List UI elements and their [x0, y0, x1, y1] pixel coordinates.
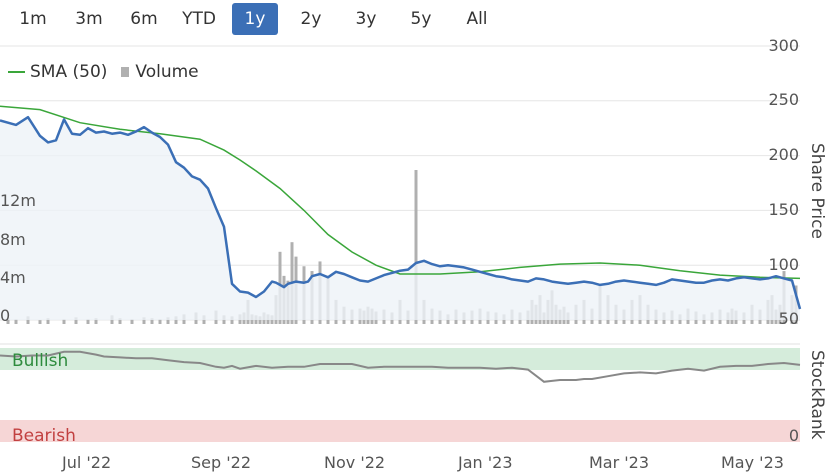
volume-legend-swatch — [121, 67, 130, 77]
chart-legend: SMA (50) Volume — [8, 62, 199, 82]
volume-bar — [38, 320, 42, 324]
x-tick-jul-22: Jul '22 — [62, 453, 112, 472]
stockrank-tick-0: 0 — [788, 426, 799, 445]
bullish-band — [0, 348, 800, 370]
volume-bar — [174, 316, 178, 324]
volume-bar — [414, 170, 418, 324]
range-button-1m[interactable]: 1m — [19, 9, 47, 29]
x-tick-nov-22: Nov '22 — [324, 453, 386, 472]
sma-legend-swatch — [8, 71, 25, 73]
stockrank-bands — [0, 343, 800, 442]
x-tick-sep-22: Sep '22 — [191, 453, 251, 472]
volume-bar — [118, 318, 122, 324]
price-tick-250: 250 — [768, 90, 799, 109]
range-button-3y[interactable]: 3y — [355, 9, 377, 29]
x-tick-may-23: May '23 — [721, 453, 784, 472]
series-lines — [0, 105, 802, 383]
sma-line — [0, 105, 801, 280]
volume-tick-12m: 12m — [0, 191, 36, 210]
volume-bar — [46, 318, 50, 324]
bearish-band — [0, 420, 800, 442]
range-button-5y[interactable]: 5y — [410, 9, 432, 29]
volume-bar — [166, 317, 170, 324]
stockrank-axis-title: StockRank — [807, 350, 827, 440]
volume-tick-0: 0 — [0, 306, 11, 325]
volume-bar — [130, 319, 134, 324]
range-button-1y[interactable]: 1y — [232, 3, 278, 35]
price-tick-50: 50 — [778, 309, 799, 328]
share-price-axis-title: Share Price — [807, 143, 827, 239]
range-button-3m[interactable]: 3m — [75, 9, 103, 29]
volume-bar — [86, 319, 90, 324]
x-tick-jan-23: Jan '23 — [458, 453, 513, 472]
price-tick-300: 300 — [768, 36, 799, 55]
date-range-selector: 1m 3m 6m YTD 1y 2y 3y 5y All — [0, 0, 833, 38]
price-tick-200: 200 — [768, 145, 799, 164]
volume-bar — [142, 317, 146, 324]
volume-bar — [74, 317, 78, 324]
volume-bar — [14, 319, 18, 324]
volume-bar — [6, 318, 10, 324]
stockrank-line — [0, 350, 801, 383]
volume-bar — [94, 318, 98, 324]
volume-tick-4m: 4m — [0, 268, 26, 287]
range-button-ytd[interactable]: YTD — [182, 9, 216, 29]
price-tick-150: 150 — [768, 200, 799, 219]
bullish-label: Bullish — [12, 351, 69, 371]
price-line — [0, 115, 802, 310]
volume-bar — [158, 319, 162, 324]
volume-bar — [150, 318, 154, 324]
volume-tick-8m: 8m — [0, 230, 26, 249]
sma-legend-label[interactable]: SMA (50) — [30, 62, 108, 82]
range-button-all[interactable]: All — [466, 9, 488, 29]
range-button-6m[interactable]: 6m — [130, 9, 158, 29]
volume-bar — [258, 316, 262, 324]
volume-bar — [62, 319, 66, 324]
bearish-label: Bearish — [12, 426, 76, 446]
range-button-2y[interactable]: 2y — [300, 9, 322, 29]
price-area — [0, 117, 800, 320]
x-tick-mar-23: Mar '23 — [589, 453, 650, 472]
volume-bar — [26, 316, 30, 324]
volume-bar — [230, 316, 234, 324]
volume-legend-label[interactable]: Volume — [135, 62, 199, 82]
price-tick-100: 100 — [768, 255, 799, 274]
